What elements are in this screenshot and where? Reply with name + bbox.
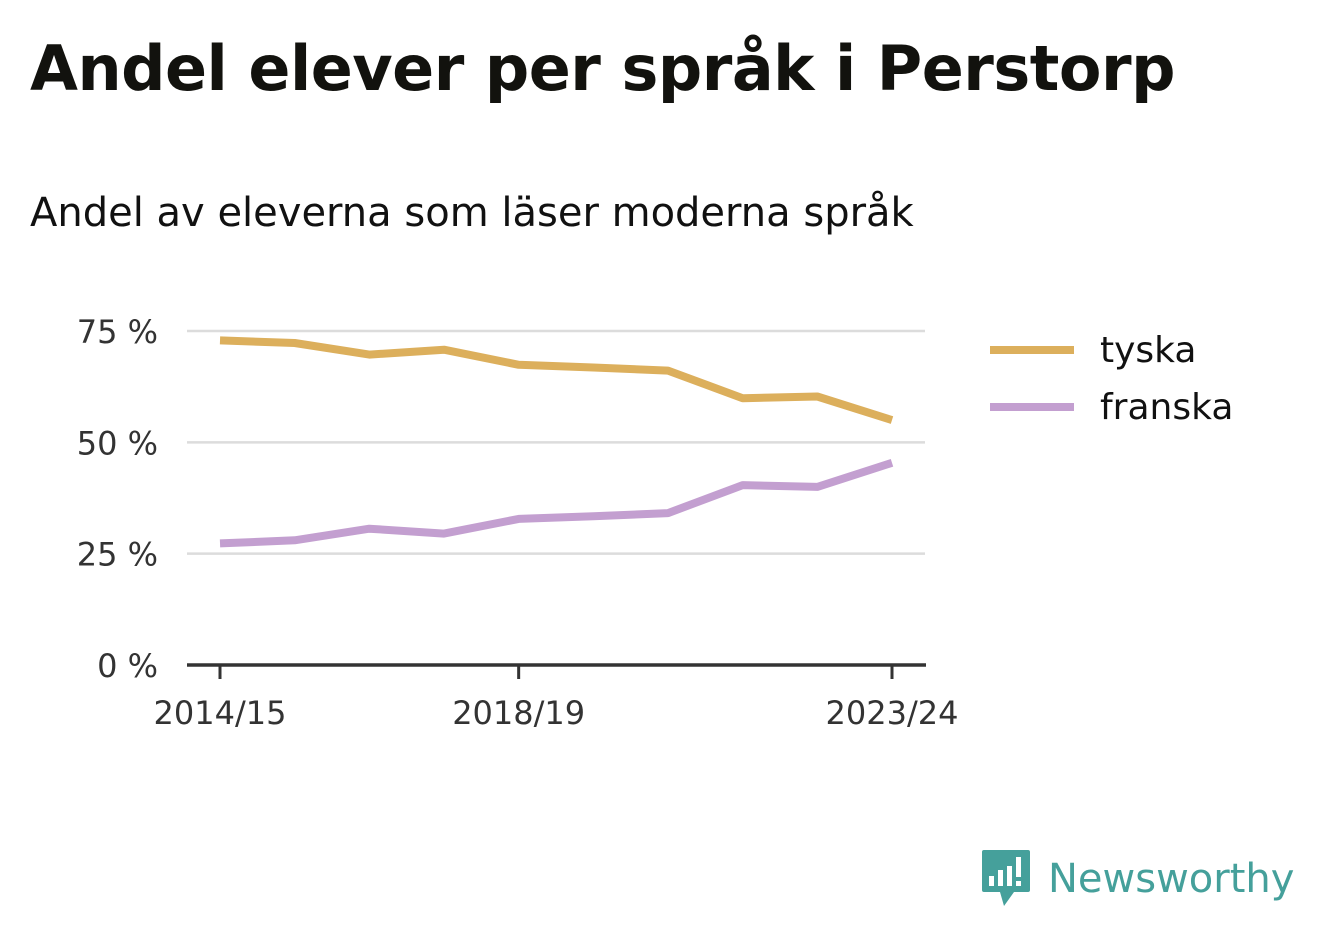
series-lines [219,336,894,548]
x-tick-label: 2014/15 [154,694,287,732]
gridlines [187,329,925,555]
legend-label-franska: franska [1100,387,1233,428]
chart-subtitle: Andel av eleverna som läser moderna språ… [30,190,914,236]
chart-title: Andel elever per språk i Perstorp [30,32,1175,105]
series-line-franska [219,458,894,548]
y-axis-ticks: 0 % 25 % 50 % 75 % [77,313,158,685]
brand-name: Newsworthy [1048,856,1295,902]
y-tick-label: 50 % [77,424,158,462]
y-tick-label: 75 % [77,313,158,351]
legend: tyska franska [990,330,1233,428]
series-line-tyska [219,336,894,424]
legend-label-tyska: tyska [1100,330,1196,371]
y-tick-label: 0 % [97,647,158,685]
newsworthy-logo-icon [982,850,1030,906]
x-axis-ticks: 2014/15 2018/19 2023/24 [154,665,959,732]
newsworthy-brand: Newsworthy [980,848,1294,910]
y-tick-label: 25 % [77,536,158,574]
x-tick-label: 2018/19 [452,694,585,732]
x-tick-label: 2023/24 [826,694,959,732]
